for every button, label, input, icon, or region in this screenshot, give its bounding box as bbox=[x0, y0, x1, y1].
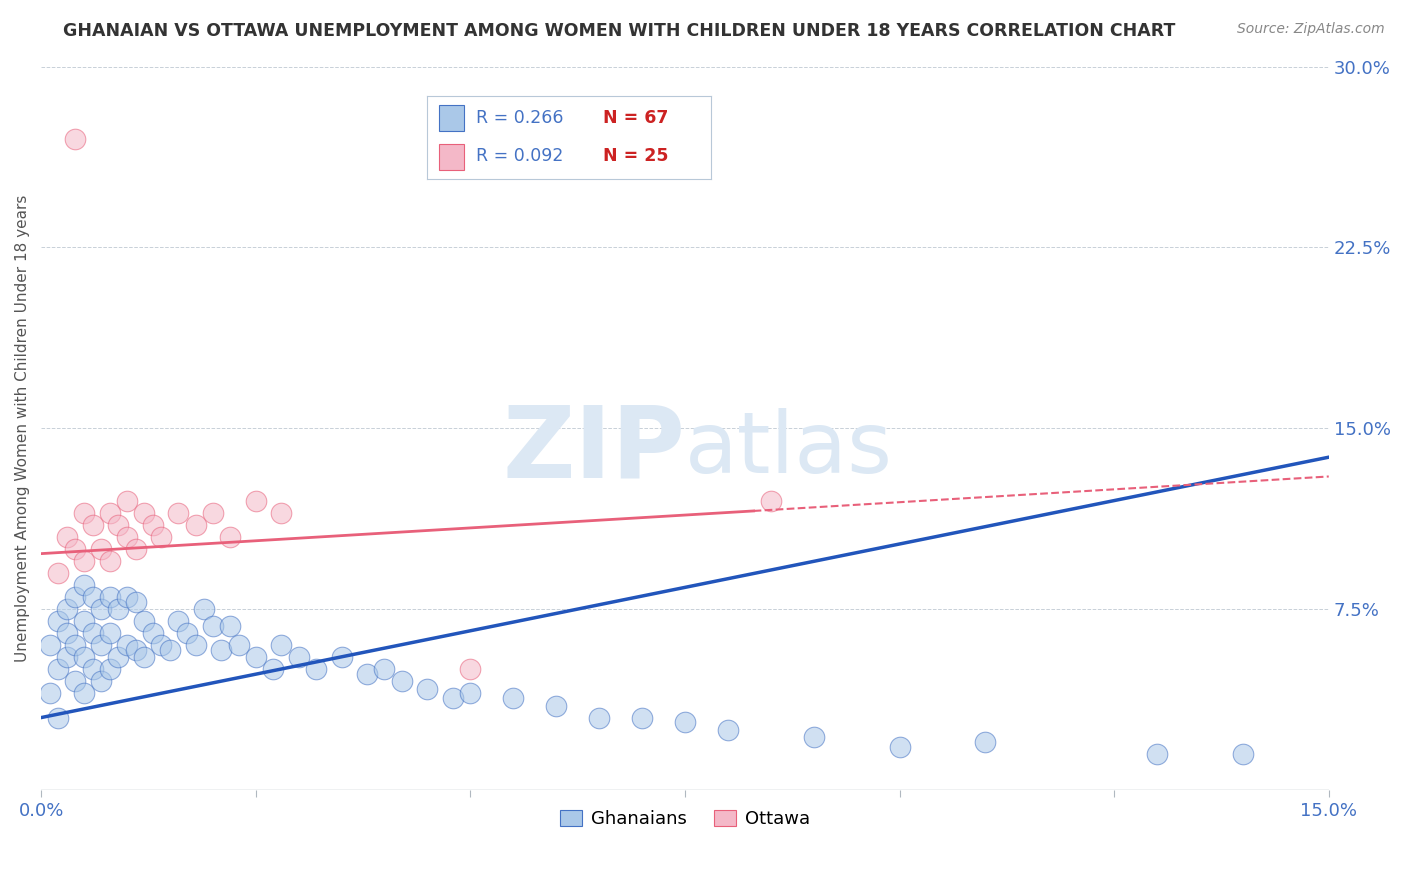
Point bbox=[73, 650, 96, 665]
Legend: Ghanaians, Ottawa: Ghanaians, Ottawa bbox=[553, 803, 817, 835]
Point bbox=[391, 674, 413, 689]
Point bbox=[107, 650, 129, 665]
Point bbox=[65, 674, 87, 689]
Point bbox=[90, 674, 112, 689]
Point bbox=[673, 715, 696, 730]
Point bbox=[38, 686, 60, 700]
Point bbox=[90, 638, 112, 652]
Point bbox=[73, 614, 96, 628]
Point bbox=[98, 662, 121, 676]
Point bbox=[56, 626, 79, 640]
Point bbox=[38, 638, 60, 652]
Point bbox=[82, 626, 104, 640]
Point bbox=[82, 590, 104, 604]
Point bbox=[73, 686, 96, 700]
Point bbox=[631, 710, 654, 724]
Point bbox=[82, 662, 104, 676]
Point bbox=[460, 686, 482, 700]
Point bbox=[159, 643, 181, 657]
Point bbox=[673, 132, 696, 146]
Point bbox=[588, 710, 610, 724]
Point bbox=[287, 650, 309, 665]
Point bbox=[546, 698, 568, 713]
Point bbox=[416, 681, 439, 696]
Point bbox=[115, 590, 138, 604]
Point bbox=[65, 638, 87, 652]
Point bbox=[65, 590, 87, 604]
Point bbox=[56, 650, 79, 665]
Point bbox=[228, 638, 250, 652]
Point bbox=[184, 638, 207, 652]
Point bbox=[134, 650, 156, 665]
Point bbox=[974, 734, 997, 748]
Point bbox=[150, 530, 173, 544]
Point bbox=[107, 517, 129, 532]
Point bbox=[150, 638, 173, 652]
Text: GHANAIAN VS OTTAWA UNEMPLOYMENT AMONG WOMEN WITH CHILDREN UNDER 18 YEARS CORRELA: GHANAIAN VS OTTAWA UNEMPLOYMENT AMONG WO… bbox=[63, 22, 1175, 40]
Point bbox=[201, 619, 224, 633]
Point bbox=[56, 602, 79, 616]
Point bbox=[356, 667, 378, 681]
Point bbox=[1146, 747, 1168, 761]
Point bbox=[115, 493, 138, 508]
Text: atlas: atlas bbox=[685, 409, 893, 491]
Point bbox=[460, 662, 482, 676]
Point bbox=[46, 662, 69, 676]
Point bbox=[219, 530, 242, 544]
Point bbox=[65, 541, 87, 556]
Point bbox=[889, 739, 911, 754]
Point bbox=[441, 691, 464, 706]
Point bbox=[270, 506, 292, 520]
Point bbox=[46, 614, 69, 628]
Point bbox=[502, 691, 524, 706]
Point bbox=[115, 638, 138, 652]
Point bbox=[142, 517, 165, 532]
Point bbox=[201, 506, 224, 520]
Point bbox=[219, 619, 242, 633]
Text: ZIP: ZIP bbox=[502, 401, 685, 499]
Point bbox=[98, 506, 121, 520]
Point bbox=[124, 541, 146, 556]
Point bbox=[717, 723, 740, 737]
Point bbox=[209, 643, 232, 657]
Point bbox=[176, 626, 198, 640]
Point bbox=[262, 662, 284, 676]
Point bbox=[330, 650, 353, 665]
Point bbox=[134, 614, 156, 628]
Point bbox=[46, 710, 69, 724]
Point bbox=[98, 590, 121, 604]
Point bbox=[759, 493, 782, 508]
Point bbox=[90, 541, 112, 556]
Point bbox=[56, 530, 79, 544]
Point bbox=[107, 602, 129, 616]
Point bbox=[98, 626, 121, 640]
Text: Source: ZipAtlas.com: Source: ZipAtlas.com bbox=[1237, 22, 1385, 37]
Point bbox=[98, 554, 121, 568]
Point bbox=[373, 662, 395, 676]
Point bbox=[803, 730, 825, 744]
Point bbox=[184, 517, 207, 532]
Point bbox=[142, 626, 165, 640]
Y-axis label: Unemployment Among Women with Children Under 18 years: Unemployment Among Women with Children U… bbox=[15, 194, 30, 662]
Point bbox=[1232, 747, 1254, 761]
Point bbox=[167, 614, 190, 628]
Point bbox=[82, 517, 104, 532]
Point bbox=[134, 506, 156, 520]
Point bbox=[193, 602, 215, 616]
Point bbox=[124, 595, 146, 609]
Point bbox=[245, 650, 267, 665]
Point bbox=[167, 506, 190, 520]
Point bbox=[270, 638, 292, 652]
Point bbox=[65, 132, 87, 146]
Point bbox=[73, 578, 96, 592]
Point bbox=[90, 602, 112, 616]
Point bbox=[73, 554, 96, 568]
Point bbox=[115, 530, 138, 544]
Point bbox=[46, 566, 69, 580]
Point bbox=[305, 662, 328, 676]
Point bbox=[73, 506, 96, 520]
Point bbox=[245, 493, 267, 508]
Point bbox=[124, 643, 146, 657]
